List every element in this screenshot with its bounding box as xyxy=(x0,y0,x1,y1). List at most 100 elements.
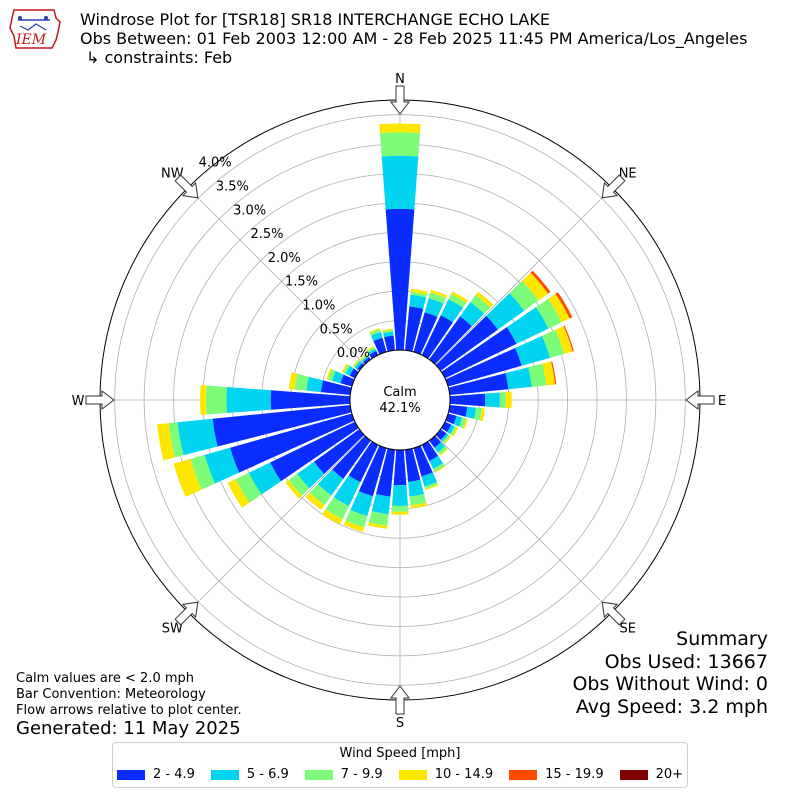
wedge-340-bin-1 xyxy=(370,332,383,342)
flow-arrow-se xyxy=(601,601,626,626)
wedge-260-bin-0 xyxy=(212,404,352,447)
legend-label: 5 - 6.9 xyxy=(246,767,289,782)
wedge-260-bin-3 xyxy=(157,423,175,461)
wedge-330-bin-3 xyxy=(366,345,375,352)
legend-item-1: 5 - 6.9 xyxy=(210,767,289,782)
wedge-70-bin-4 xyxy=(563,325,574,352)
summary-avg-speed: Avg Speed: 3.2 mph xyxy=(575,695,768,718)
grid-spoke xyxy=(435,187,613,365)
wedge-350-bin-2 xyxy=(382,329,394,334)
wedge-230-bin-3 xyxy=(285,479,302,499)
wedge-330-bin-1 xyxy=(367,348,377,355)
wedge-200-bin-3 xyxy=(343,520,365,532)
wedge-190-bin-0 xyxy=(376,448,396,497)
wedge-10-bin-3 xyxy=(410,288,428,295)
wedge-310-bin-0 xyxy=(357,363,365,371)
grid-spoke xyxy=(187,435,365,613)
wedge-120-bin-3 xyxy=(451,427,459,437)
wedge-300-bin-3 xyxy=(341,363,349,373)
wedge-50-bin-4 xyxy=(530,270,551,294)
wedge-280-bin-1 xyxy=(306,376,324,393)
wedge-320-bin-0 xyxy=(363,357,371,365)
wedge-40-bin-1 xyxy=(460,302,485,327)
grid-spoke xyxy=(435,435,613,613)
wedge-80-bin-0 xyxy=(448,373,509,396)
wedge-120-bin-1 xyxy=(447,424,455,435)
radial-tick-label: 0.0% xyxy=(337,346,370,361)
wedge-240-bin-3 xyxy=(227,479,250,508)
wedge-50-bin-2 xyxy=(509,280,539,311)
wedge-70-bin-0 xyxy=(445,347,522,387)
wedge-160-bin-3 xyxy=(424,484,439,491)
wedge-160-bin-2 xyxy=(424,482,439,489)
wedge-320-bin-2 xyxy=(360,354,369,361)
radial-tick-label: 3.0% xyxy=(233,203,266,218)
chart-title: Windrose Plot for [TSR18] SR18 INTERCHAN… xyxy=(80,10,550,29)
wedge-200-bin-2 xyxy=(345,509,368,528)
wedge-100-bin-1 xyxy=(465,406,477,419)
compass-label-s: S xyxy=(396,716,404,731)
flow-arrow-n xyxy=(390,85,410,115)
wedge-180-bin-1 xyxy=(392,485,408,506)
flow-arrow-note: Flow arrows relative to plot center. xyxy=(16,703,242,718)
wedge-110-bin-3 xyxy=(462,418,468,430)
wedge-260-bin-2 xyxy=(168,422,184,458)
wedge-340-bin-2 xyxy=(369,329,381,336)
wedge-0-bin-2 xyxy=(379,132,421,157)
wedge-60-bin-0 xyxy=(441,327,517,379)
wedge-30-bin-1 xyxy=(440,299,463,323)
constraints-label: ↳ constraints: Feb xyxy=(86,48,233,67)
legend-items: 2 - 4.9 5 - 6.9 7 - 9.9 10 - 14.9 15 - 19.9 2… xyxy=(113,767,687,782)
wedge-80-bin-4 xyxy=(551,361,557,385)
wedge-180-bin-0 xyxy=(393,449,407,486)
wedge-20-bin-0 xyxy=(413,312,438,355)
wedge-60-bin-1 xyxy=(506,307,549,344)
wedge-270-bin-0 xyxy=(270,390,351,410)
wedge-270-bin-3 xyxy=(200,385,207,415)
summary-obs-used: Obs Used: 13667 xyxy=(604,650,768,673)
chart-title-block: Windrose Plot for [TSR18] SR18 INTERCHAN… xyxy=(80,10,747,67)
wedge-350-bin-1 xyxy=(383,331,394,338)
wedge-250-bin-3 xyxy=(173,458,202,497)
legend-swatch xyxy=(509,769,538,780)
wedge-280-bin-0 xyxy=(320,380,352,396)
calm-circle xyxy=(349,349,451,451)
wedge-350-bin-0 xyxy=(384,335,396,352)
wedge-300-bin-2 xyxy=(343,364,350,374)
generated-date: Generated: 11 May 2025 xyxy=(16,718,241,739)
bar-convention-note: Bar Convention: Meteorology xyxy=(16,687,206,702)
compass-label-ne: NE xyxy=(619,166,637,181)
radial-tick-label: 4.0% xyxy=(199,156,232,171)
legend-item-5: 20+ xyxy=(619,767,684,782)
wedge-250-bin-0 xyxy=(230,413,355,473)
radial-tick-label: 3.5% xyxy=(216,180,249,195)
legend-item-2: 7 - 9.9 xyxy=(304,767,383,782)
wedge-90-bin-1 xyxy=(485,392,500,408)
wedge-240-bin-1 xyxy=(248,462,281,495)
calm-label: Calm xyxy=(383,385,416,400)
wedge-300-bin-1 xyxy=(345,365,354,376)
logo-text: IEM xyxy=(15,32,47,48)
wedge-150-bin-2 xyxy=(433,463,445,472)
wedge-290-bin-1 xyxy=(332,370,344,384)
legend-swatch xyxy=(304,769,333,780)
wedge-110-bin-2 xyxy=(458,417,467,429)
wedge-260-bin-1 xyxy=(177,418,218,456)
wedge-140-bin-1 xyxy=(434,442,446,453)
wedge-110-bin-0 xyxy=(445,413,457,425)
wedge-150-bin-0 xyxy=(421,441,439,461)
legend-label: 20+ xyxy=(655,767,684,782)
wedge-190-bin-3 xyxy=(368,522,388,529)
iem-logo: IEM xyxy=(9,9,61,49)
wedge-220-bin-3 xyxy=(305,492,325,510)
wedge-40-bin-3 xyxy=(475,291,494,308)
wedge-240-bin-0 xyxy=(270,421,359,482)
wedge-160-bin-1 xyxy=(421,472,438,487)
wedge-40-bin-2 xyxy=(470,294,491,314)
flow-arrow-s xyxy=(390,685,410,715)
wedge-10-bin-0 xyxy=(404,306,424,352)
wedge-280-bin-2 xyxy=(294,373,309,391)
wedge-100-bin-2 xyxy=(474,407,482,421)
flow-arrow-w xyxy=(85,390,115,410)
wedge-150-bin-3 xyxy=(434,465,446,473)
